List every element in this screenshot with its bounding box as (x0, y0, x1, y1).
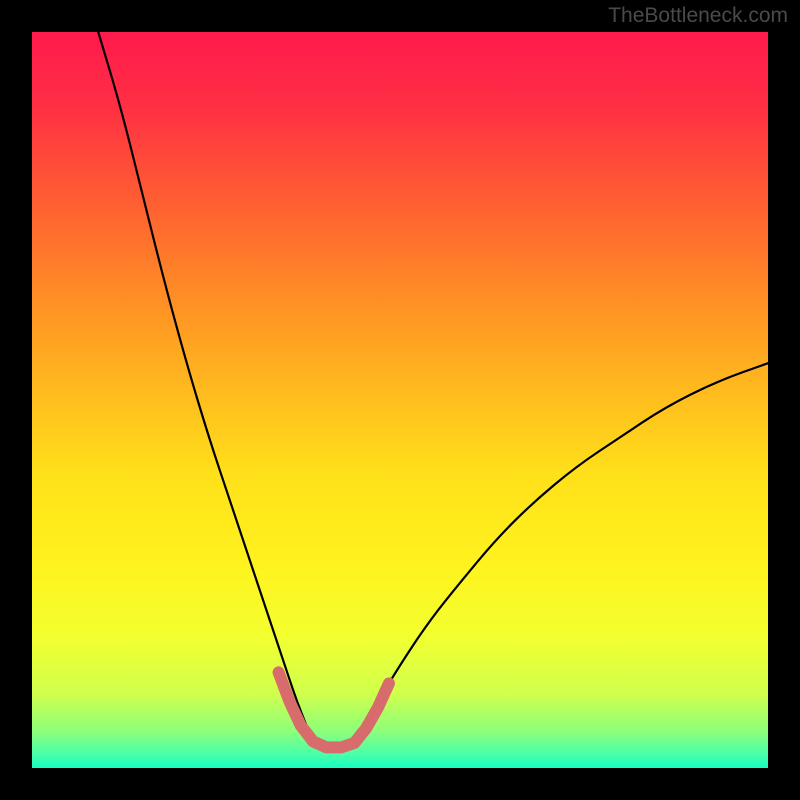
chart-stage: TheBottleneck.com (0, 0, 800, 800)
attribution-text: TheBottleneck.com (608, 4, 788, 28)
plot-area (32, 32, 768, 768)
bottleneck-curve-chart (0, 0, 800, 800)
